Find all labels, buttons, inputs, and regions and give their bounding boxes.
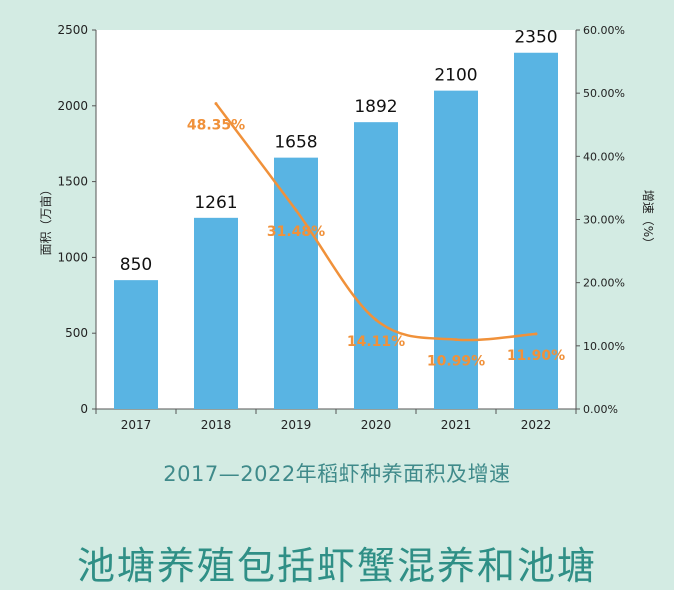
x-tick-label: 2019	[281, 418, 312, 432]
y2-axis-title: 增速（%）	[641, 190, 655, 249]
y2-tick-label: 60.00%	[583, 24, 625, 37]
x-tick-label: 2017	[121, 418, 152, 432]
bar	[514, 52, 558, 410]
y2-tick-label: 20.00%	[583, 277, 625, 290]
growth-point	[214, 102, 218, 106]
x-tick-label: 2022	[521, 418, 552, 432]
bar	[354, 122, 398, 410]
growth-value-label: 48.35%	[187, 118, 245, 134]
y-tick-label: 1000	[57, 250, 88, 264]
bar	[434, 90, 478, 409]
bar-value-label: 1658	[274, 133, 317, 153]
growth-point	[454, 338, 458, 342]
chart-title: 2017—2022年稻虾种养面积及增速	[163, 462, 511, 486]
y-tick-label: 500	[65, 326, 88, 340]
banner-caption: 池塘养殖包括虾蟹混养和池塘	[76, 544, 597, 588]
bar-value-label: 850	[120, 255, 152, 275]
growth-value-label: 14.11%	[347, 334, 405, 350]
y-tick-label: 0	[80, 402, 88, 416]
growth-line	[214, 102, 538, 342]
x-tick-label: 2021	[441, 418, 472, 432]
y2-tick-label: 0.00%	[583, 403, 618, 416]
growth-value-label: 31.48%	[267, 224, 325, 240]
bar-value-label: 2350	[514, 28, 557, 48]
chart: 0 500 1000 1500 2000 2500 0.00% 10.00% 20.00% 30.…	[38, 23, 655, 432]
growth-value-label: 10.99%	[427, 354, 485, 370]
bar	[274, 157, 318, 409]
y-tick-label: 1500	[57, 175, 88, 189]
bar	[194, 217, 238, 409]
y2-tick-label: 50.00%	[583, 87, 625, 100]
bar-value-label: 1892	[354, 97, 397, 117]
x-tick-label: 2018	[201, 418, 232, 432]
y2-tick-label: 40.00%	[583, 150, 625, 163]
y2-tick-label: 30.00%	[583, 214, 625, 227]
y2-tick-label: 10.00%	[583, 340, 625, 353]
growth-value-label: 11.90%	[507, 348, 565, 364]
x-tick-label: 2020	[361, 418, 392, 432]
growth-point	[534, 332, 538, 336]
y-axis-title: 面积（万亩）	[38, 183, 53, 255]
growth-point	[294, 208, 298, 212]
bar-value-label: 1261	[194, 193, 237, 213]
bar	[114, 280, 158, 409]
y-tick-label: 2500	[57, 23, 88, 37]
plot-area	[96, 30, 576, 409]
y-tick-label: 2000	[57, 99, 88, 113]
bar-value-label: 2100	[434, 66, 477, 86]
growth-point	[374, 318, 378, 322]
